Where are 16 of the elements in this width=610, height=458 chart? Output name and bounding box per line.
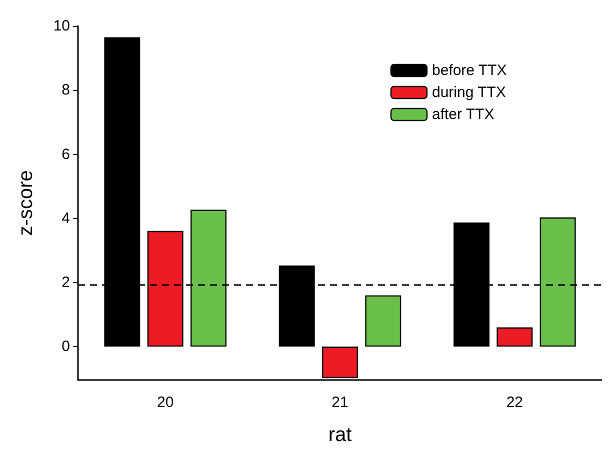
y-tick-label: 10 [53,18,70,34]
legend-label: during TTX [432,84,506,101]
y-axis-title: z-score [15,170,37,236]
y-tick-label: 6 [62,146,70,163]
legend-label: after TTX [432,106,494,123]
y-tick-label: 0 [62,338,70,356]
x-tick-label: 21 [332,394,348,411]
y-tick-label: 8 [62,82,70,99]
bar [496,327,533,347]
legend-label: before TTX [432,62,507,79]
y-tick-label: 2 [62,274,70,292]
x-tick-label: 20 [156,394,174,411]
x-axis-title: rat [328,424,352,446]
bar [365,295,402,347]
x-tick-label: 22 [506,394,524,411]
y-tick-label: 4 [62,210,70,227]
